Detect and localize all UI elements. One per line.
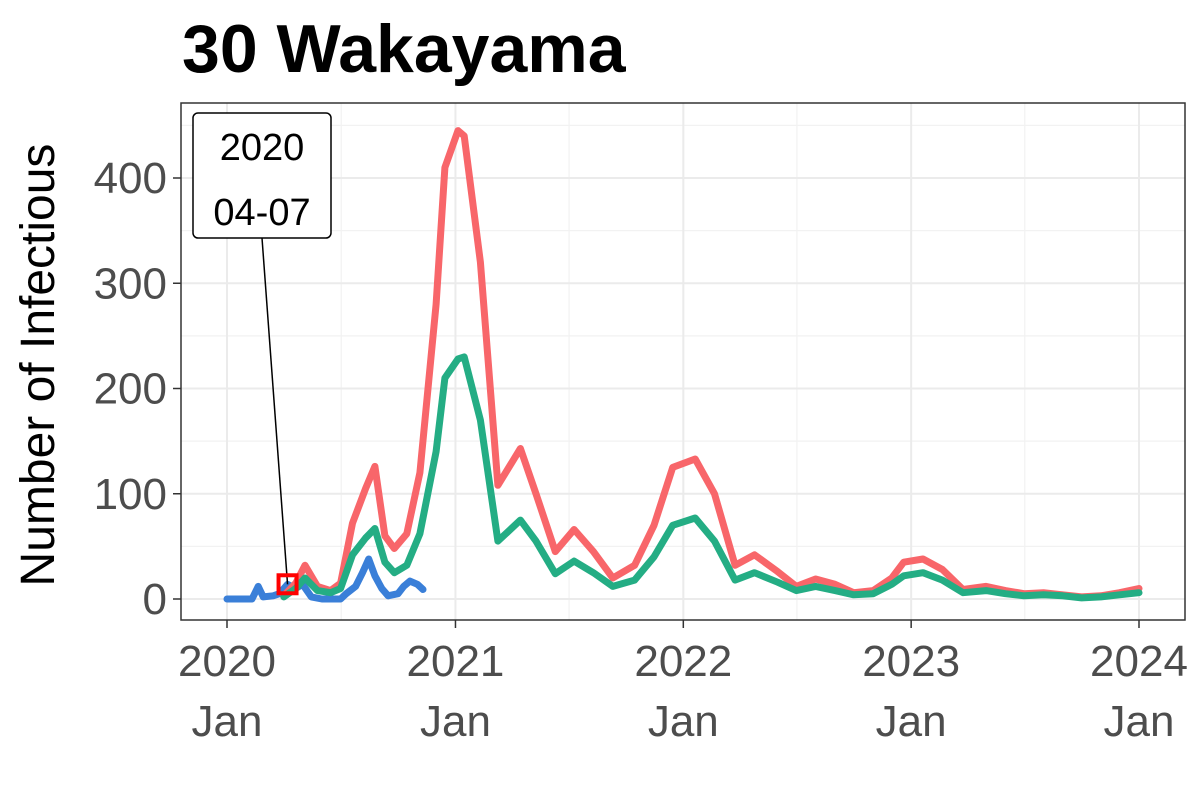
x-tick-label-year: 2023 [862, 637, 960, 686]
y-tick-label: 100 [94, 470, 167, 519]
series-layer [223, 127, 1143, 603]
annotation-label-date: 04-07 [213, 192, 310, 234]
series-line-3 [280, 353, 1143, 602]
annotation-marker [276, 573, 299, 596]
y-tick-label: 300 [94, 259, 167, 308]
y-tick-label: 0 [143, 575, 167, 624]
x-tick-label-month: Jan [1104, 697, 1175, 746]
series-line-2 [280, 127, 1143, 601]
grid-lines [181, 103, 1185, 620]
x-tick-label-year: 2020 [178, 637, 276, 686]
x-axis-ticks: 2020 Jan 2021 Jan 2022 Jan 2023 Jan 2024 Jan [178, 620, 1188, 746]
annotation-label-box [192, 112, 332, 239]
x-tick-label-month: Jan [876, 697, 947, 746]
chart-title: 30 Wakayama [182, 11, 627, 87]
annotation-label-year: 2020 [220, 127, 305, 169]
x-tick-label-year: 2024 [1090, 637, 1188, 686]
y-axis-ticks: 0 100 200 300 400 [94, 154, 181, 624]
y-axis-label: Number of Infectious [12, 144, 65, 587]
x-tick-label-month: Jan [648, 697, 719, 746]
x-tick-label-year: 2022 [634, 637, 732, 686]
annotation-layer: 2020 04-07 [192, 112, 332, 596]
x-tick-label-month: Jan [420, 697, 491, 746]
y-tick-label: 200 [94, 365, 167, 414]
annotation-leader-line [261, 237, 289, 585]
x-tick-label-year: 2021 [407, 637, 505, 686]
series-line-1 [223, 555, 427, 603]
y-tick-label: 400 [94, 154, 167, 203]
x-tick-label-month: Jan [192, 697, 263, 746]
